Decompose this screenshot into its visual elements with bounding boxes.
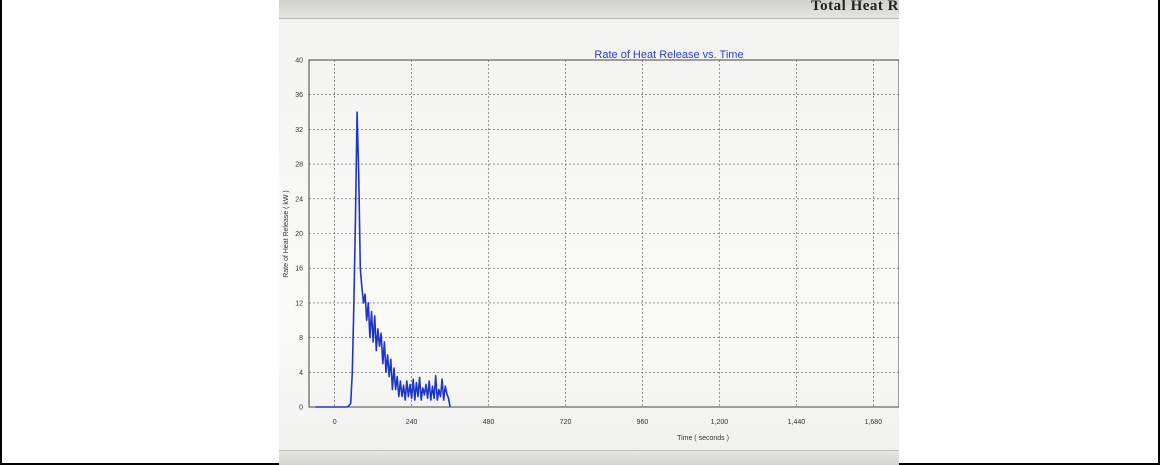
y-tick-label: 32 bbox=[295, 127, 303, 134]
x-axis-title: Time ( seconds ) bbox=[677, 435, 729, 442]
y-tick-label: 24 bbox=[295, 196, 303, 203]
plot-frame bbox=[308, 59, 899, 408]
x-tick-label: 0 bbox=[333, 419, 337, 426]
y-tick-label: 36 bbox=[295, 92, 303, 99]
chart-photo: Total Heat R Rate of Heat Release vs. Ti… bbox=[279, 0, 899, 465]
window-bottom-bar bbox=[279, 450, 899, 465]
x-tick-label: 240 bbox=[406, 419, 418, 426]
x-tick-label: 1,440 bbox=[788, 419, 806, 426]
y-tick-label: 12 bbox=[295, 300, 303, 307]
heat-release-chart: Rate of Heat Release vs. Time 0 4 8 12 16 20 2… bbox=[283, 49, 899, 442]
x-tick-label: 960 bbox=[637, 419, 649, 426]
y-axis-ticks: 0 4 8 12 16 20 24 28 32 36 40 bbox=[295, 58, 303, 412]
series-line bbox=[315, 111, 451, 408]
cropped-header-text: Total Heat R bbox=[811, 0, 899, 14]
chart-title: Rate of Heat Release vs. Time bbox=[594, 49, 743, 61]
y-axis-title: Rate of Heat Release ( kW ) bbox=[283, 190, 290, 278]
y-tick-label: 28 bbox=[295, 162, 303, 169]
y-tick-label: 20 bbox=[295, 231, 303, 238]
y-tick-label: 16 bbox=[295, 266, 303, 273]
series-layer bbox=[315, 111, 451, 408]
x-tick-label: 720 bbox=[560, 419, 572, 426]
window-top-bar: Total Heat R bbox=[279, 0, 899, 19]
x-tick-label: 1,680 bbox=[865, 419, 883, 426]
y-tick-label: 8 bbox=[299, 335, 303, 342]
x-axis-ticks: 0 240 480 720 960 1,200 1,440 1,680 bbox=[333, 419, 883, 426]
y-tick-label: 4 bbox=[299, 370, 303, 377]
x-tick-label: 480 bbox=[483, 419, 495, 426]
y-tick-label: 40 bbox=[295, 58, 303, 65]
grid-lines bbox=[309, 60, 899, 407]
y-tick-label: 0 bbox=[299, 405, 303, 412]
x-tick-label: 1,200 bbox=[711, 419, 729, 426]
